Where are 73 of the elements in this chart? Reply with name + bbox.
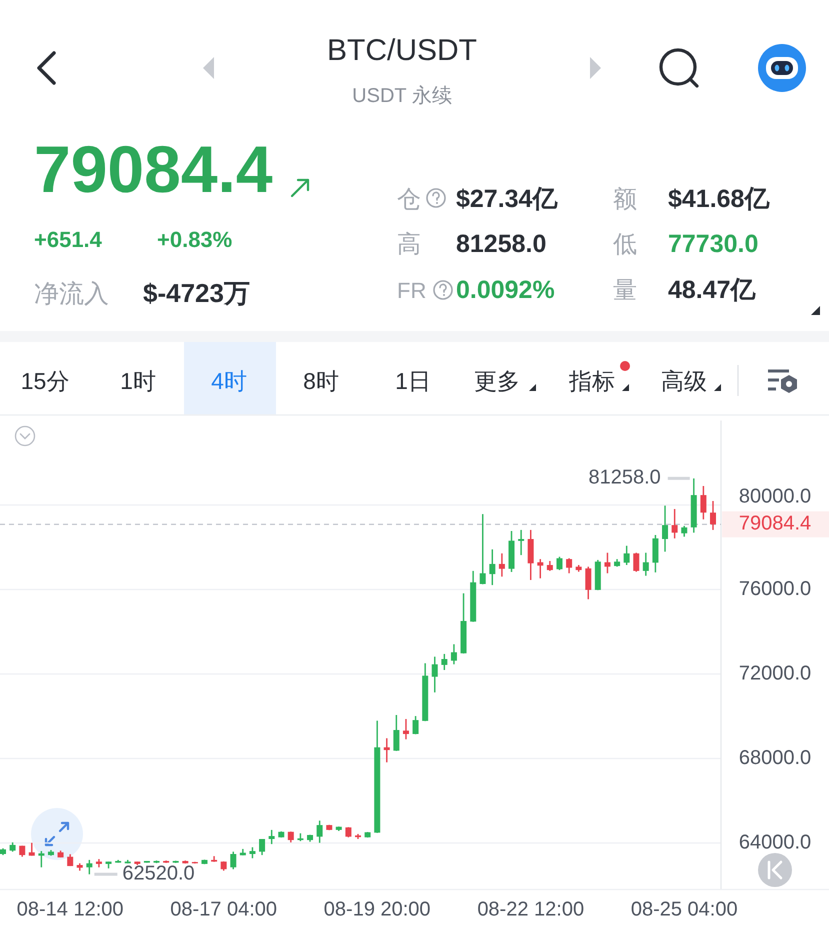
candlestick — [672, 508, 678, 540]
candlestick — [10, 842, 16, 852]
y-tick-label: 72000.0 — [738, 662, 812, 684]
y-tick-label: 64000.0 — [738, 831, 812, 854]
text: 指标 — [568, 368, 615, 394]
text: +651.4 — [34, 227, 103, 252]
x-tick-label: 08-14 12:00 — [16, 898, 124, 920]
text: 81258.0 — [456, 230, 546, 258]
y-tick-label: 76000.0 — [738, 578, 812, 600]
candlestick — [604, 552, 610, 574]
candlestick — [624, 545, 630, 566]
candlestick — [662, 504, 668, 552]
candlestick — [585, 566, 592, 600]
y-tick-label: 68000.0 — [738, 746, 812, 769]
text: 量 — [613, 277, 637, 304]
text: 79084.4 — [34, 132, 273, 206]
candlestick — [710, 500, 716, 531]
text: 更多 — [474, 368, 520, 394]
candlestick — [345, 826, 352, 838]
text: 仓 — [397, 186, 421, 213]
ref-line-label: 79084.4 — [738, 512, 812, 535]
text: 净流入 — [34, 280, 109, 308]
chart-title: BTC/USDT — [327, 34, 477, 67]
text: +0.83% — [157, 227, 232, 252]
text: 77730.0 — [668, 230, 758, 258]
text: 高 — [397, 231, 421, 258]
text: $41.68亿 — [668, 185, 770, 213]
candlestick — [86, 859, 92, 875]
candlestick — [230, 850, 236, 870]
candlestick — [700, 485, 706, 520]
candlestick — [288, 830, 294, 844]
candlestick — [268, 829, 275, 845]
candlestick — [518, 529, 524, 556]
y-tick-label: 80000.0 — [738, 485, 812, 508]
text: $-4723万 — [143, 278, 250, 308]
text: $27.34亿 — [456, 185, 558, 213]
x-tick-label: 08-22 12:00 — [477, 898, 584, 920]
candlestick — [259, 838, 266, 856]
x-tick-label: 08-17 04:00 — [170, 898, 278, 920]
annotation: 62520.0 — [122, 862, 195, 885]
candlestick — [681, 525, 688, 538]
candlestick — [249, 846, 256, 859]
x-tick-label: 08-25 04:00 — [630, 898, 738, 920]
x-tick-label: 08-19 20:00 — [324, 898, 431, 920]
candlestick — [489, 548, 496, 586]
text: 48.47亿 — [668, 276, 757, 304]
text: 低 — [613, 231, 637, 258]
candlestick — [480, 513, 486, 585]
candlestick — [432, 656, 438, 694]
candlestick — [498, 552, 505, 578]
candlestick — [566, 558, 572, 574]
annotation: 81258.0 — [588, 466, 661, 489]
chart-subtitle: USDT 永续 — [352, 85, 452, 107]
text: 4时 — [211, 368, 247, 394]
candlestick — [450, 644, 457, 665]
text: 高级 — [661, 368, 707, 394]
candlestick — [316, 820, 323, 844]
candlestick — [642, 552, 649, 576]
text: FR — [397, 278, 426, 303]
candlestick — [441, 653, 448, 671]
candlestick — [412, 715, 419, 735]
candlestick — [384, 738, 390, 764]
candlestick — [393, 714, 400, 752]
text: 1时 — [120, 368, 156, 394]
candlestick — [546, 560, 553, 572]
text: 0.0092% — [456, 276, 555, 304]
candlestick — [633, 552, 640, 572]
text: 8时 — [303, 368, 339, 394]
text: 15分 — [20, 368, 70, 394]
candlestick — [556, 556, 562, 571]
text: 1日 — [395, 368, 431, 394]
candlestick — [402, 718, 409, 740]
text: 额 — [613, 186, 637, 213]
